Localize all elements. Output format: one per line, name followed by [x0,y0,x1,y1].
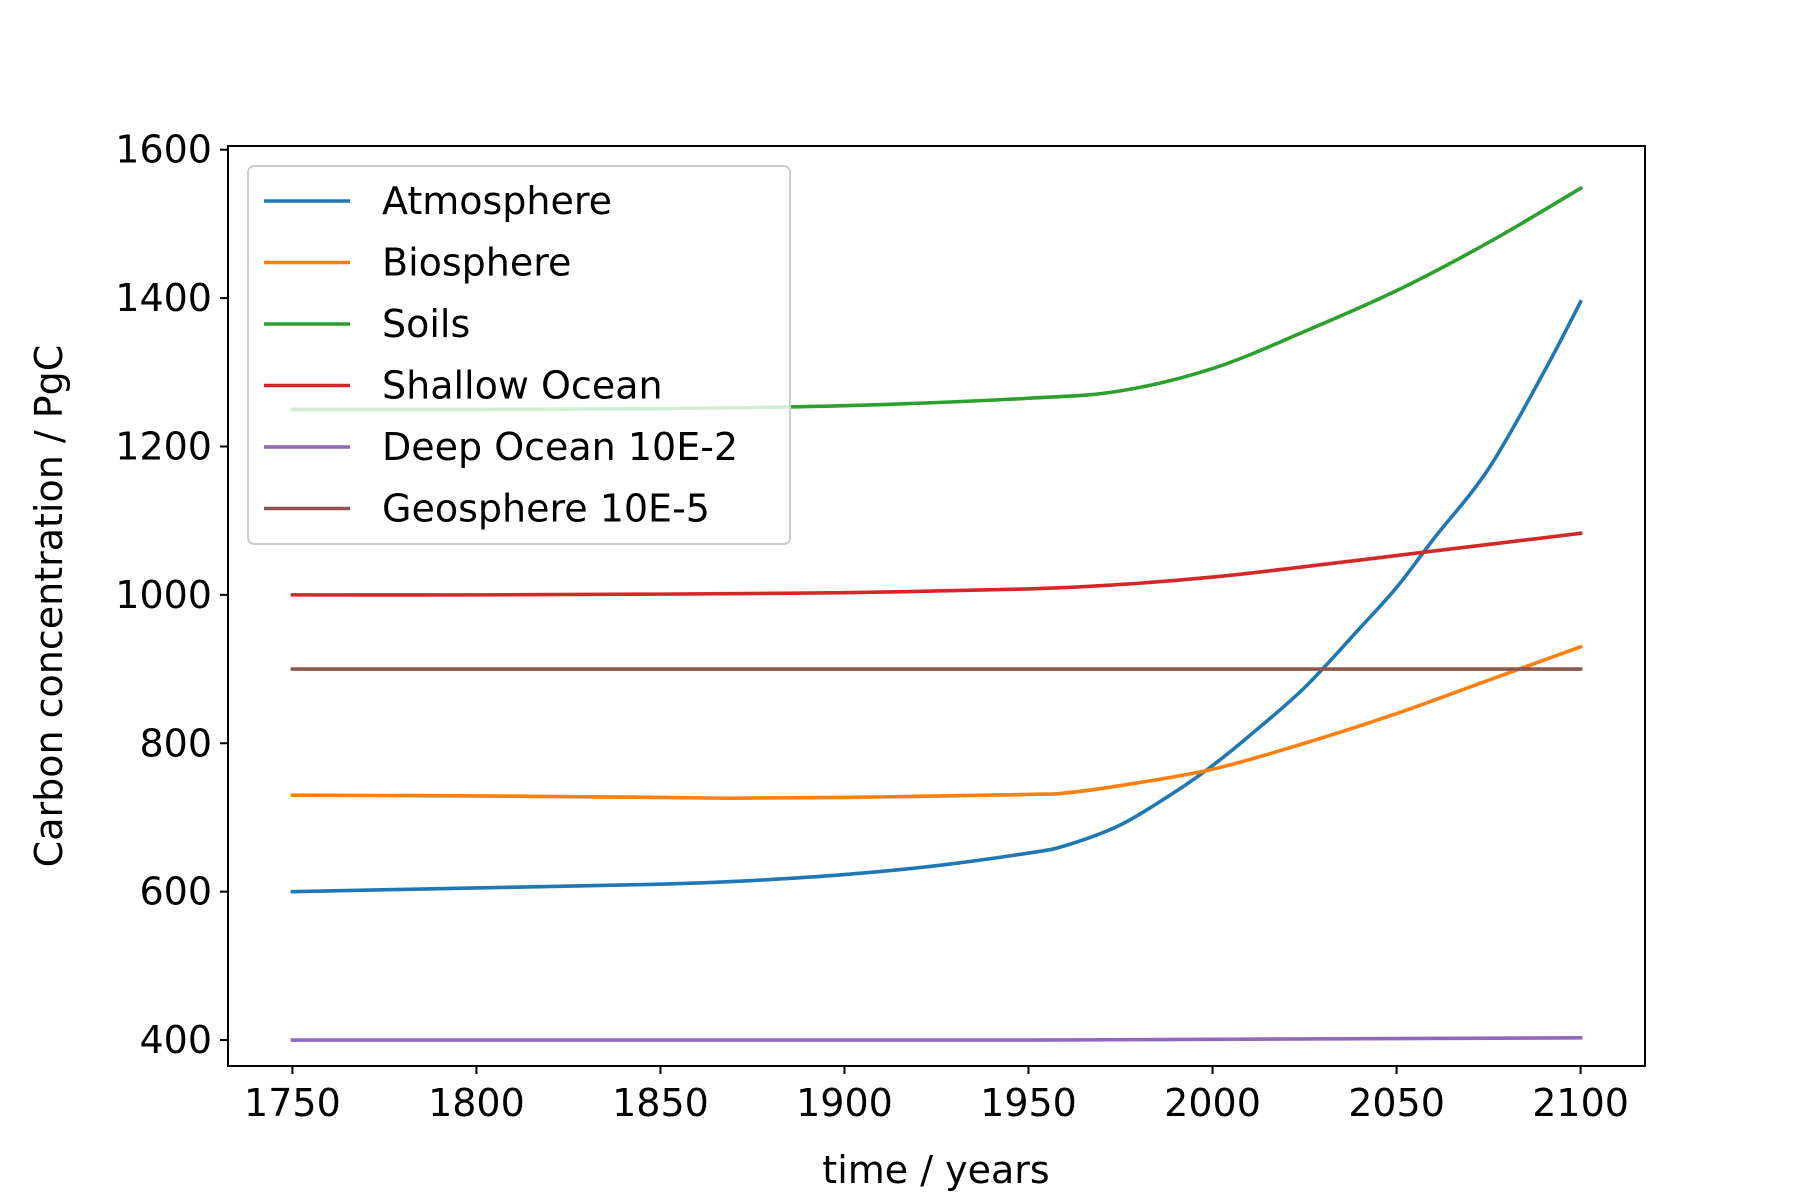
x-tick-label: 1800 [428,1081,525,1125]
legend-label: Biosphere [382,241,571,285]
y-tick-label: 800 [139,721,212,765]
series-line-deep-ocean-10e-2 [290,1036,1583,1042]
series-line-atmosphere [290,299,1584,894]
series-line-biosphere [290,644,1583,800]
legend-label: Geosphere 10E-5 [382,487,710,531]
y-axis-label: Carbon concentration / PgC [27,345,71,868]
y-tick-label: 1200 [115,424,212,468]
series-line-shallow-ocean [290,531,1583,597]
x-tick-label: 1750 [244,1081,341,1125]
legend-label: Deep Ocean 10E-2 [382,425,738,469]
y-axis-ticks: 400 600 800 1000 1200 1400 1600 [115,128,228,1062]
x-axis-ticks: 1750 1800 1850 1900 1950 2000 2050 2100 [244,1066,1629,1125]
y-tick-label: 600 [139,870,212,914]
x-tick-label: 2100 [1532,1081,1629,1125]
legend-label: Shallow Ocean [382,364,663,408]
y-tick-label: 1400 [115,276,212,320]
legend: Atmosphere Biosphere Soils Shallow Ocean Dee… [247,165,791,545]
legend-label: Soils [382,302,470,346]
x-tick-label: 2050 [1348,1081,1445,1125]
x-axis-label: time / years [822,1148,1049,1192]
x-tick-label: 1950 [980,1081,1077,1125]
axes-frame [227,145,1646,1067]
legend-label: Atmosphere [382,179,612,223]
legend-box [247,165,791,545]
y-tick-label: 400 [139,1018,212,1062]
x-tick-label: 1900 [796,1081,893,1125]
x-tick-label: 2000 [1164,1081,1261,1125]
x-tick-label: 1850 [612,1081,709,1125]
y-tick-label: 1000 [115,573,212,617]
y-tick-label: 1600 [115,128,212,172]
